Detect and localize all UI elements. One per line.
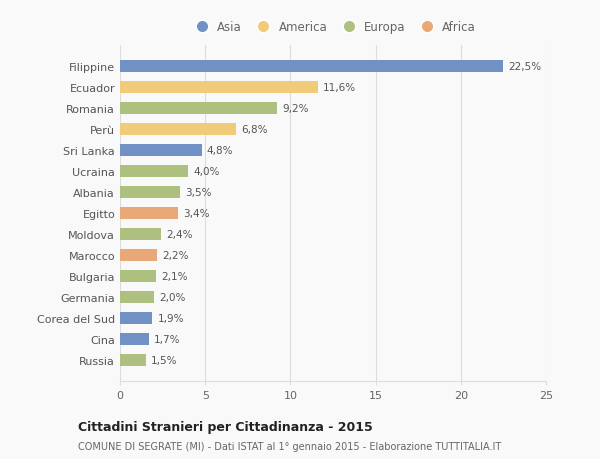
Bar <box>120 270 156 282</box>
Bar <box>120 145 202 157</box>
Text: COMUNE DI SEGRATE (MI) - Dati ISTAT al 1° gennaio 2015 - Elaborazione TUTTITALIA: COMUNE DI SEGRATE (MI) - Dati ISTAT al 1… <box>78 441 501 451</box>
Text: 4,0%: 4,0% <box>193 167 220 177</box>
Text: 1,7%: 1,7% <box>154 334 181 344</box>
Bar <box>120 124 236 135</box>
Text: 1,5%: 1,5% <box>151 355 177 365</box>
Text: 3,4%: 3,4% <box>183 208 209 218</box>
Bar <box>120 61 503 73</box>
Text: 4,8%: 4,8% <box>207 146 233 156</box>
Text: 3,5%: 3,5% <box>185 188 211 197</box>
Bar <box>120 187 179 198</box>
Bar <box>120 354 146 366</box>
Text: 6,8%: 6,8% <box>241 125 268 134</box>
Text: 2,2%: 2,2% <box>163 250 189 260</box>
Text: Cittadini Stranieri per Cittadinanza - 2015: Cittadini Stranieri per Cittadinanza - 2… <box>78 420 373 433</box>
Bar <box>120 82 317 94</box>
Text: 22,5%: 22,5% <box>509 62 542 72</box>
Bar <box>120 229 161 240</box>
Bar <box>120 166 188 177</box>
Bar <box>120 207 178 219</box>
Bar <box>120 313 152 324</box>
Bar <box>120 250 157 261</box>
Bar <box>120 103 277 114</box>
Text: 11,6%: 11,6% <box>323 83 356 93</box>
Text: 9,2%: 9,2% <box>282 104 308 114</box>
Bar <box>120 333 149 345</box>
Text: 1,9%: 1,9% <box>157 313 184 323</box>
Text: 2,1%: 2,1% <box>161 271 187 281</box>
Text: 2,0%: 2,0% <box>159 292 185 302</box>
Legend: Asia, America, Europa, Africa: Asia, America, Europa, Africa <box>188 18 478 36</box>
Bar <box>120 291 154 303</box>
Text: 2,4%: 2,4% <box>166 230 193 239</box>
